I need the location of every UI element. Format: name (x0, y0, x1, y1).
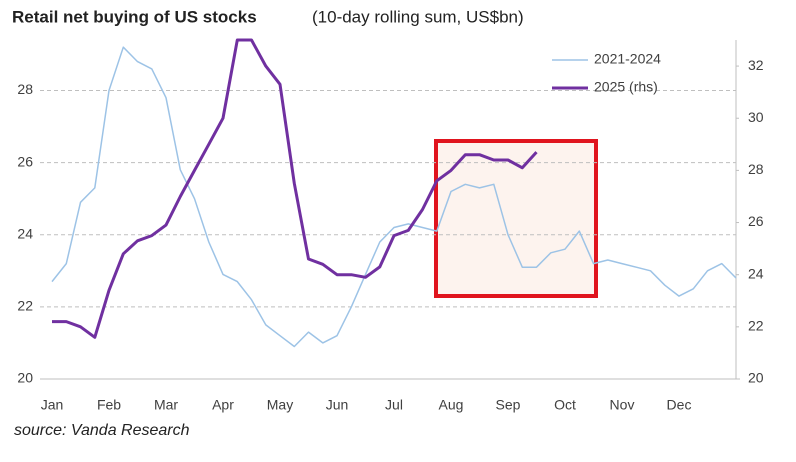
x-tick-label: Apr (212, 397, 234, 413)
y2-tick-label: 26 (748, 213, 764, 229)
y-tick-label: 24 (17, 225, 33, 241)
y2-tick-label: 24 (748, 265, 764, 281)
x-tick-label: Feb (97, 397, 121, 413)
y-tick-label: 22 (17, 298, 33, 314)
x-tick-label: Dec (667, 397, 692, 413)
legend-label: 2025 (rhs) (594, 79, 658, 95)
y-tick-label: 26 (17, 153, 33, 169)
x-tick-label: Oct (554, 397, 576, 413)
series-line (51, 46, 737, 348)
x-tick-label: Aug (439, 397, 464, 413)
y2-tick-label: 20 (748, 370, 764, 386)
x-tick-label: Sep (496, 397, 521, 413)
y2-tick-label: 32 (748, 57, 764, 73)
y-tick-label: 28 (17, 81, 33, 97)
x-tick-label: Nov (610, 397, 635, 413)
chart-subtitle: (10-day rolling sum, US$bn) (312, 7, 524, 26)
chart-title: Retail net buying of US stocks (12, 7, 257, 26)
y-tick-label: 20 (17, 370, 33, 386)
x-tick-label: Mar (154, 397, 178, 413)
series-line (52, 38, 538, 339)
y2-tick-label: 28 (748, 161, 764, 177)
highlight-box (434, 139, 598, 298)
y2-tick-label: 30 (748, 109, 764, 125)
source-note: source: Vanda Research (14, 422, 190, 439)
x-tick-label: Jan (41, 397, 64, 413)
legend-label: 2021-2024 (594, 51, 661, 67)
x-tick-label: Jun (326, 397, 349, 413)
y2-tick-label: 22 (748, 318, 764, 334)
x-tick-label: May (267, 397, 293, 413)
x-tick-label: Jul (385, 397, 403, 413)
